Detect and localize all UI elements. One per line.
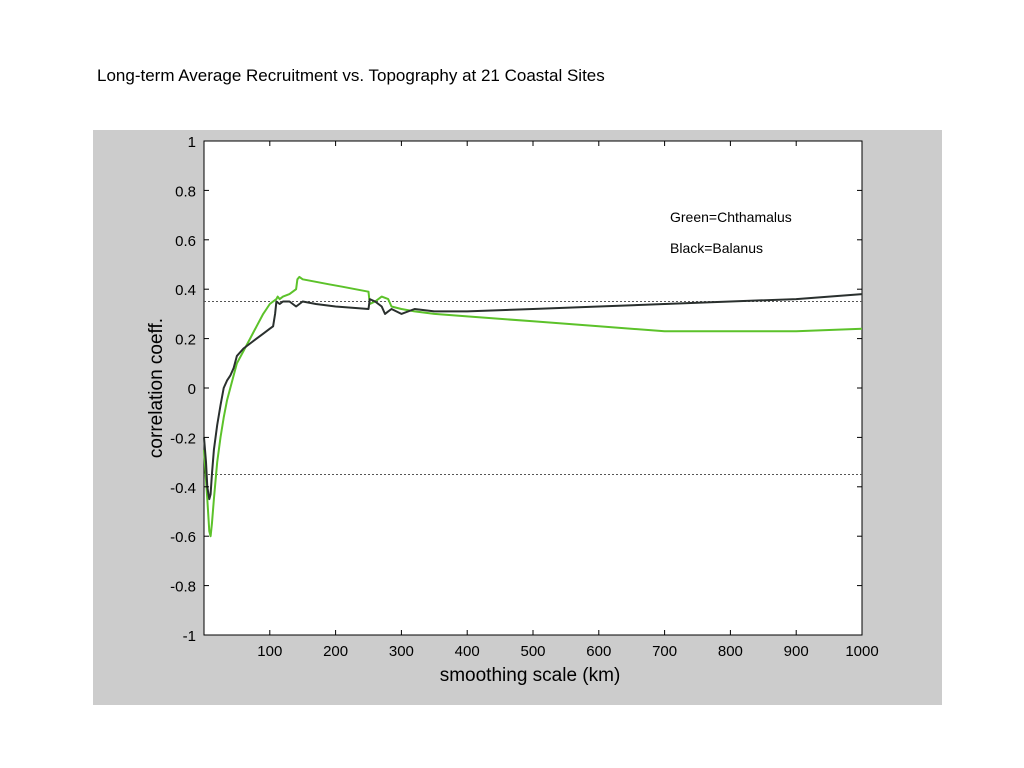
y-tick-label: 0.8 — [175, 183, 196, 200]
figure-panel: 1 0.8 0.6 0.4 0.2 0 -0.2 -0.4 -0.6 -0.8 -1 100 200 3… — [93, 130, 942, 705]
x-tick-label: 700 — [652, 643, 677, 660]
page-title: Long-term Average Recruitment vs. Topogr… — [97, 66, 605, 85]
y-tick-label: 0.4 — [175, 282, 196, 299]
y-tick-label: -0.4 — [170, 480, 196, 497]
y-axis-label: correlation coeff. — [146, 318, 167, 458]
x-tick-label: 500 — [520, 643, 545, 660]
x-tick-label: 200 — [323, 643, 348, 660]
chart: 1 0.8 0.6 0.4 0.2 0 -0.2 -0.4 -0.6 -0.8 -1 100 200 3… — [146, 134, 879, 686]
y-tick-label: 0.2 — [175, 332, 196, 349]
annotation-black: Black=Balanus — [670, 240, 763, 256]
series-layer — [203, 275, 863, 538]
x-tick-label: 800 — [718, 643, 743, 660]
x-axis-ticks: 100 200 300 400 500 600 700 800 900 1000 — [257, 141, 879, 660]
y-axis-ticks: 1 0.8 0.6 0.4 0.2 0 -0.2 -0.4 -0.6 -0.8 -1 — [170, 134, 862, 645]
x-tick-label: 300 — [389, 643, 414, 660]
y-tick-label: 0 — [188, 381, 196, 398]
x-tick-label: 600 — [586, 643, 611, 660]
x-tick-label: 100 — [257, 643, 282, 660]
y-tick-label: -0.8 — [170, 579, 196, 596]
series-line-0 — [203, 275, 863, 538]
x-tick-label: 400 — [455, 643, 480, 660]
x-tick-label: 900 — [784, 643, 809, 660]
y-tick-label: 0.6 — [175, 233, 196, 250]
axes-background — [203, 140, 863, 636]
y-tick-label: -0.6 — [170, 529, 196, 546]
y-tick-label: -0.2 — [170, 430, 196, 447]
x-axis-label: smoothing scale (km) — [440, 665, 621, 686]
x-tick-label: 1000 — [845, 643, 878, 660]
series-line-1 — [203, 293, 863, 501]
y-tick-label: 1 — [188, 134, 196, 151]
y-tick-label: -1 — [183, 628, 196, 645]
annotation-green: Green=Chthamalus — [670, 209, 792, 225]
